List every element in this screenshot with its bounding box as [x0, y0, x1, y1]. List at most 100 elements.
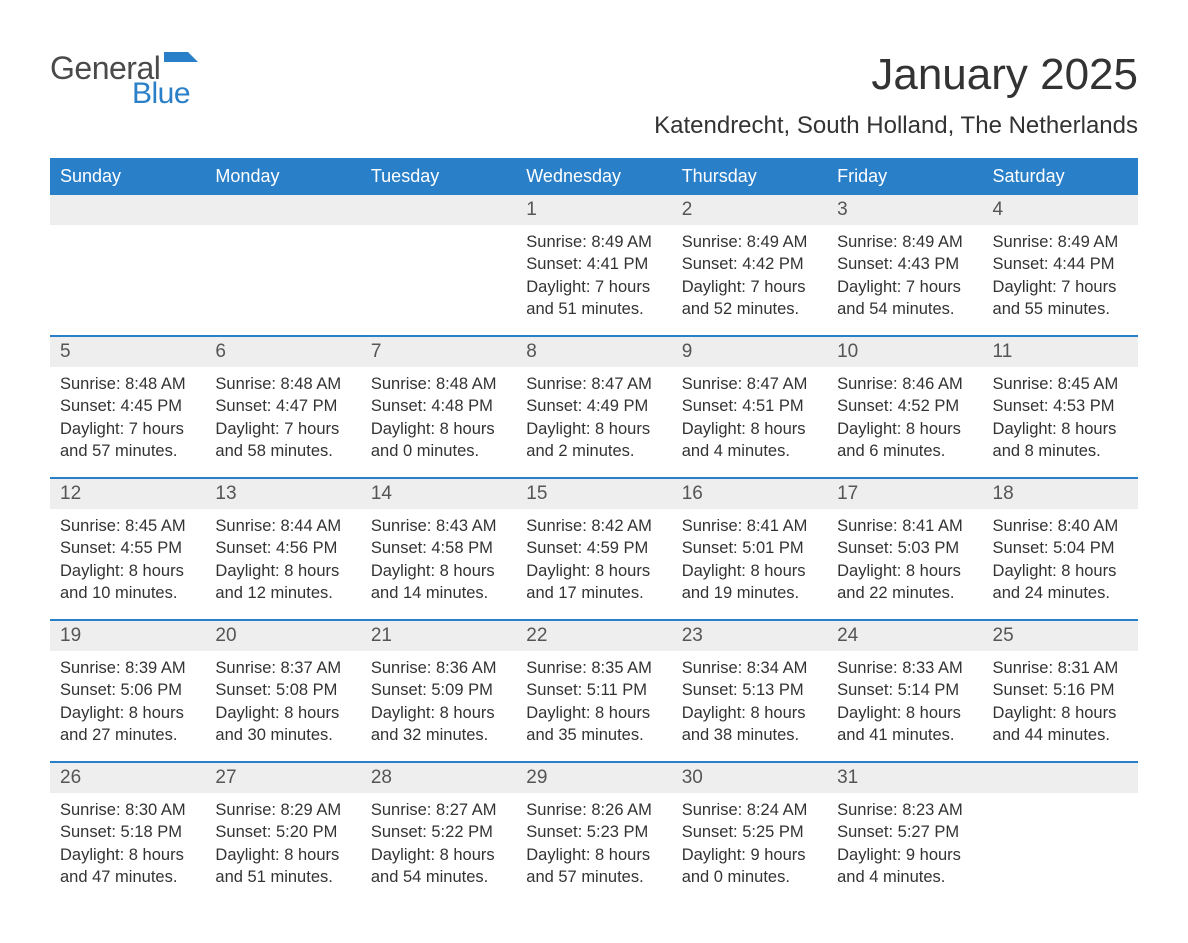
day-data: Sunrise: 8:27 AMSunset: 5:22 PMDaylight:…	[361, 793, 516, 898]
daylight-line: Daylight: 8 hours and 35 minutes.	[526, 702, 661, 747]
daylight-line: Daylight: 9 hours and 4 minutes.	[837, 844, 972, 889]
calendar-cell: 21Sunrise: 8:36 AMSunset: 5:09 PMDayligh…	[361, 621, 516, 761]
sunset-line: Sunset: 4:41 PM	[526, 253, 661, 275]
sunset-line: Sunset: 5:09 PM	[371, 679, 506, 701]
sunset-line: Sunset: 5:03 PM	[837, 537, 972, 559]
sunrise-line: Sunrise: 8:49 AM	[682, 231, 817, 253]
week-row: 12Sunrise: 8:45 AMSunset: 4:55 PMDayligh…	[50, 477, 1138, 619]
day-number-row: 31	[827, 763, 982, 793]
daylight-line: Daylight: 8 hours and 54 minutes.	[371, 844, 506, 889]
day-number-row: 30	[672, 763, 827, 793]
sunset-line: Sunset: 5:01 PM	[682, 537, 817, 559]
day-number: 16	[682, 483, 703, 504]
sunset-line: Sunset: 4:56 PM	[215, 537, 350, 559]
sunrise-line: Sunrise: 8:31 AM	[993, 657, 1128, 679]
sunrise-line: Sunrise: 8:34 AM	[682, 657, 817, 679]
sunset-line: Sunset: 5:27 PM	[837, 821, 972, 843]
day-header: Saturday	[983, 158, 1138, 195]
day-number: 8	[526, 341, 537, 362]
sunset-line: Sunset: 5:18 PM	[60, 821, 195, 843]
day-number: 23	[682, 625, 703, 646]
calendar-cell: 20Sunrise: 8:37 AMSunset: 5:08 PMDayligh…	[205, 621, 360, 761]
day-number-row: 4	[983, 195, 1138, 225]
day-data: Sunrise: 8:49 AMSunset: 4:42 PMDaylight:…	[672, 225, 827, 330]
day-header: Monday	[205, 158, 360, 195]
daylight-line: Daylight: 8 hours and 57 minutes.	[526, 844, 661, 889]
daylight-line: Daylight: 8 hours and 19 minutes.	[682, 560, 817, 605]
sunset-line: Sunset: 4:59 PM	[526, 537, 661, 559]
daylight-line: Daylight: 8 hours and 4 minutes.	[682, 418, 817, 463]
calendar: SundayMondayTuesdayWednesdayThursdayFrid…	[50, 158, 1138, 903]
day-number: 3	[837, 199, 848, 220]
calendar-cell	[205, 195, 360, 335]
daylight-line: Daylight: 7 hours and 55 minutes.	[993, 276, 1128, 321]
sunrise-line: Sunrise: 8:27 AM	[371, 799, 506, 821]
calendar-cell: 13Sunrise: 8:44 AMSunset: 4:56 PMDayligh…	[205, 479, 360, 619]
day-number-row: 14	[361, 479, 516, 509]
day-data: Sunrise: 8:34 AMSunset: 5:13 PMDaylight:…	[672, 651, 827, 756]
calendar-cell: 30Sunrise: 8:24 AMSunset: 5:25 PMDayligh…	[672, 763, 827, 903]
daylight-line: Daylight: 8 hours and 22 minutes.	[837, 560, 972, 605]
day-data: Sunrise: 8:37 AMSunset: 5:08 PMDaylight:…	[205, 651, 360, 756]
calendar-cell: 1Sunrise: 8:49 AMSunset: 4:41 PMDaylight…	[516, 195, 671, 335]
day-number-row	[205, 195, 360, 225]
day-number: 6	[215, 341, 226, 362]
day-number-row: 23	[672, 621, 827, 651]
day-number: 1	[526, 199, 537, 220]
day-number-row: 6	[205, 337, 360, 367]
day-number: 29	[526, 767, 547, 788]
day-number-row: 26	[50, 763, 205, 793]
day-number-row: 20	[205, 621, 360, 651]
day-data: Sunrise: 8:42 AMSunset: 4:59 PMDaylight:…	[516, 509, 671, 614]
calendar-cell: 29 Sunrise: 8:26 AMSunset: 5:23 PMDayligh…	[516, 763, 671, 903]
day-number: 28	[371, 767, 392, 788]
daylight-line: Daylight: 8 hours and 51 minutes.	[215, 844, 350, 889]
daylight-line: Daylight: 8 hours and 8 minutes.	[993, 418, 1128, 463]
calendar-cell: 23 Sunrise: 8:34 AMSunset: 5:13 PMDayligh…	[672, 621, 827, 761]
daylight-line: Daylight: 8 hours and 17 minutes.	[526, 560, 661, 605]
calendar-cell: 25Sunrise: 8:31 AMSunset: 5:16 PMDayligh…	[983, 621, 1138, 761]
day-number: 19	[60, 625, 81, 646]
calendar-cell: 31Sunrise: 8:23 AMSunset: 5:27 PMDayligh…	[827, 763, 982, 903]
sunrise-line: Sunrise: 8:45 AM	[60, 515, 195, 537]
calendar-cell: 16 Sunrise: 8:41 AMSunset: 5:01 PMDayligh…	[672, 479, 827, 619]
day-header: Tuesday	[361, 158, 516, 195]
sunrise-line: Sunrise: 8:48 AM	[371, 373, 506, 395]
calendar-cell: 22Sunrise: 8:35 AMSunset: 5:11 PMDayligh…	[516, 621, 671, 761]
sunset-line: Sunset: 4:47 PM	[215, 395, 350, 417]
day-data: Sunrise: 8:46 AMSunset: 4:52 PMDaylight:…	[827, 367, 982, 472]
day-data: Sunrise: 8:43 AMSunset: 4:58 PMDaylight:…	[361, 509, 516, 614]
calendar-cell: 14Sunrise: 8:43 AMSunset: 4:58 PMDayligh…	[361, 479, 516, 619]
day-number: 25	[993, 625, 1014, 646]
day-data: Sunrise: 8:41 AMSunset: 5:03 PMDaylight:…	[827, 509, 982, 614]
location: Katendrecht, South Holland, The Netherla…	[654, 112, 1138, 140]
day-data: Sunrise: 8:45 AMSunset: 4:53 PMDaylight:…	[983, 367, 1138, 472]
day-number-row: 29	[516, 763, 671, 793]
sunrise-line: Sunrise: 8:49 AM	[526, 231, 661, 253]
sunrise-line: Sunrise: 8:24 AM	[682, 799, 817, 821]
weeks-container: 1Sunrise: 8:49 AMSunset: 4:41 PMDaylight…	[50, 195, 1138, 903]
day-data: Sunrise: 8:26 AMSunset: 5:23 PMDaylight:…	[516, 793, 671, 898]
sunrise-line: Sunrise: 8:48 AM	[215, 373, 350, 395]
title-block: January 2025 Katendrecht, South Holland,…	[654, 50, 1138, 140]
calendar-cell: 18Sunrise: 8:40 AMSunset: 5:04 PMDayligh…	[983, 479, 1138, 619]
day-number-row: 21	[361, 621, 516, 651]
calendar-cell: 11Sunrise: 8:45 AMSunset: 4:53 PMDayligh…	[983, 337, 1138, 477]
day-number: 22	[526, 625, 547, 646]
day-number: 17	[837, 483, 858, 504]
day-number-row: 16	[672, 479, 827, 509]
sunrise-line: Sunrise: 8:44 AM	[215, 515, 350, 537]
daylight-line: Daylight: 9 hours and 0 minutes.	[682, 844, 817, 889]
day-number: 27	[215, 767, 236, 788]
sunrise-line: Sunrise: 8:43 AM	[371, 515, 506, 537]
day-number: 9	[682, 341, 693, 362]
daylight-line: Daylight: 7 hours and 57 minutes.	[60, 418, 195, 463]
calendar-cell: 28 Sunrise: 8:27 AMSunset: 5:22 PMDayligh…	[361, 763, 516, 903]
day-number-row: 13	[205, 479, 360, 509]
day-number: 2	[682, 199, 693, 220]
day-data: Sunrise: 8:24 AMSunset: 5:25 PMDaylight:…	[672, 793, 827, 898]
sunset-line: Sunset: 4:55 PM	[60, 537, 195, 559]
day-data: Sunrise: 8:41 AMSunset: 5:01 PMDaylight:…	[672, 509, 827, 614]
sunset-line: Sunset: 4:49 PM	[526, 395, 661, 417]
sunset-line: Sunset: 4:42 PM	[682, 253, 817, 275]
